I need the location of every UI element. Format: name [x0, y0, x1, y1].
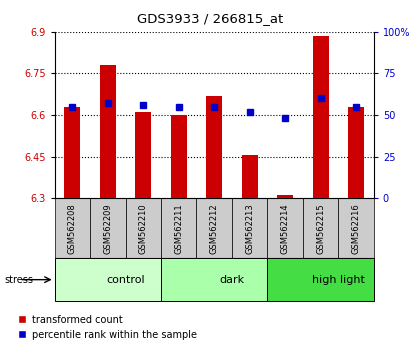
Bar — [55, 198, 90, 258]
Text: GSM562215: GSM562215 — [316, 203, 325, 254]
Bar — [64, 107, 80, 198]
Text: GSM562210: GSM562210 — [139, 203, 148, 254]
Bar — [126, 198, 161, 258]
Bar — [55, 258, 161, 301]
Text: GSM562213: GSM562213 — [245, 203, 254, 254]
Bar — [161, 258, 268, 301]
Bar — [268, 258, 374, 301]
Bar — [206, 96, 222, 198]
Bar — [135, 112, 151, 198]
Bar — [161, 198, 197, 258]
Bar — [241, 155, 257, 198]
Bar — [348, 107, 364, 198]
Text: GDS3933 / 266815_at: GDS3933 / 266815_at — [137, 12, 283, 25]
Text: high light: high light — [312, 275, 365, 285]
Bar — [197, 198, 232, 258]
Bar — [303, 198, 339, 258]
Bar — [312, 36, 328, 198]
Bar — [232, 198, 268, 258]
Text: control: control — [106, 275, 145, 285]
Text: GSM562211: GSM562211 — [174, 203, 183, 254]
Text: GSM562209: GSM562209 — [103, 203, 112, 254]
Bar — [171, 115, 187, 198]
Text: GSM562214: GSM562214 — [281, 203, 290, 254]
Text: stress: stress — [4, 275, 33, 285]
Bar — [277, 195, 293, 198]
Legend: transformed count, percentile rank within the sample: transformed count, percentile rank withi… — [13, 311, 201, 344]
Text: GSM562216: GSM562216 — [352, 203, 360, 254]
Bar — [268, 198, 303, 258]
Text: GSM562212: GSM562212 — [210, 203, 219, 254]
Text: GSM562208: GSM562208 — [68, 203, 77, 254]
Text: dark: dark — [219, 275, 244, 285]
Bar — [100, 65, 116, 198]
Bar — [339, 198, 374, 258]
Bar — [90, 198, 126, 258]
